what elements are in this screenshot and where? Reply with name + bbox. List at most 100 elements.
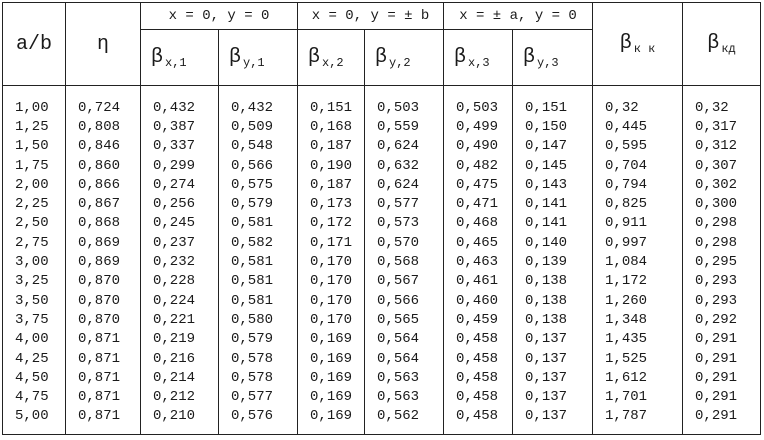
table-cell: 0,458 <box>443 348 514 369</box>
table-cell: 1,435 <box>592 329 684 349</box>
table-cell: 0,445 <box>592 117 684 137</box>
table-cell: 0,293 <box>682 271 762 291</box>
table-cell: 4,75 <box>2 387 66 407</box>
table-cell: 0,579 <box>217 329 299 349</box>
table-cell: 0,147 <box>512 136 594 156</box>
symbol: β <box>707 32 720 55</box>
table-cell: 0,465 <box>443 233 514 253</box>
table-cell: 0,219 <box>140 329 219 349</box>
table-cell: 0,137 <box>512 348 594 369</box>
column-header: β y,2 <box>364 29 445 86</box>
table-cell: 0,169 <box>297 348 366 369</box>
table-cell: 0,458 <box>443 406 514 435</box>
table-cell: 0,169 <box>297 387 366 407</box>
table-cell: 0,548 <box>217 136 299 156</box>
table-cell: 0,461 <box>443 271 514 291</box>
table-cell: 4,00 <box>2 329 66 349</box>
table-cell: 1,525 <box>592 348 684 369</box>
table-cell: 1,348 <box>592 310 684 330</box>
table-cell: 3,00 <box>2 252 66 272</box>
table-cell: 0,337 <box>140 136 219 156</box>
table-cell: 0,577 <box>217 387 299 407</box>
table-cell: 0,216 <box>140 348 219 369</box>
symbol: β <box>454 45 467 69</box>
group-header: x = 0, y = 0 <box>139 2 299 30</box>
table-cell: 0,300 <box>682 194 762 214</box>
table-cell: 0,141 <box>512 194 594 214</box>
table-cell: 0,291 <box>682 406 762 435</box>
table-row: 3,50 0,870 0,224 0,581 0,170 0,566 0,460 0,138 1… <box>2 290 762 311</box>
table-row: 1,75 0,860 0,299 0,566 0,190 0,632 0,482 0,145 0… <box>2 155 762 176</box>
table-cell: 0,565 <box>364 310 445 330</box>
table-cell: 2,25 <box>2 194 66 214</box>
table-cell: 0,299 <box>140 155 219 176</box>
table-cell: 0,562 <box>364 406 445 435</box>
table-cell: 0,471 <box>443 194 514 214</box>
table-cell: 0,581 <box>217 271 299 291</box>
table-cell: 1,00 <box>2 85 66 118</box>
table-cell: 0,573 <box>364 213 445 234</box>
table-cell: 0,632 <box>364 155 445 176</box>
symbol: β <box>229 45 242 69</box>
header-cell: η <box>65 2 141 86</box>
table-cell: 0,32 <box>592 85 684 118</box>
subscript: x,2 <box>322 55 344 70</box>
table-cell: 0,576 <box>217 406 299 435</box>
table-cell: 0,575 <box>217 175 299 195</box>
table-cell: 1,084 <box>592 252 684 272</box>
table-cell: 0,302 <box>682 175 762 195</box>
table-body: 1,00 0,724 0,432 0,432 0,151 0,503 0,503 0,151 0… <box>2 85 762 435</box>
table-cell: 0,808 <box>65 117 141 137</box>
table-cell: 0,870 <box>65 310 141 330</box>
table-cell: 0,582 <box>217 233 299 253</box>
table-cell: 4,50 <box>2 368 66 388</box>
table-cell: 0,187 <box>297 175 366 195</box>
table-cell: 0,291 <box>682 329 762 349</box>
table-cell: 0,139 <box>512 252 594 272</box>
table-cell: 0,237 <box>140 233 219 253</box>
table-cell: 0,291 <box>682 348 762 369</box>
symbol: β <box>619 32 632 55</box>
table-cell: 1,172 <box>592 271 684 291</box>
table-cell: 0,581 <box>217 213 299 234</box>
table-row: 4,75 0,871 0,212 0,577 0,169 0,563 0,458 0,137 1… <box>2 387 762 407</box>
group-header: x = 0, y = ± b <box>297 2 445 30</box>
table-row: 1,25 0,808 0,387 0,509 0,168 0,559 0,499 0,150 0… <box>2 117 762 137</box>
table-cell: 0,458 <box>443 387 514 407</box>
table-cell: 0,463 <box>443 252 514 272</box>
table-cell: 0,307 <box>682 155 762 176</box>
table-cell: 0,169 <box>297 368 366 388</box>
table-cell: 1,701 <box>592 387 684 407</box>
table-row: 2,50 0,868 0,245 0,581 0,172 0,573 0,468 0,141 0… <box>2 213 762 234</box>
table-cell: 0,580 <box>217 310 299 330</box>
table-cell: 0,228 <box>140 271 219 291</box>
table-cell: 0,482 <box>443 155 514 176</box>
table-row: 1,50 0,846 0,337 0,548 0,187 0,624 0,490 0,147 0… <box>2 136 762 156</box>
table-cell: 0,871 <box>65 348 141 369</box>
symbol: β <box>308 45 321 69</box>
subscript: кд <box>721 42 736 56</box>
table-cell: 1,260 <box>592 290 684 311</box>
column-header: β x,2 <box>297 29 366 86</box>
table-row: 4,50 0,871 0,214 0,578 0,169 0,563 0,458 0,137 1… <box>2 368 762 388</box>
table-cell: 0,212 <box>140 387 219 407</box>
table-cell: 0,846 <box>65 136 141 156</box>
table-row: 3,75 0,870 0,221 0,580 0,170 0,565 0,459 0,138 1… <box>2 310 762 330</box>
table-cell: 0,432 <box>140 85 219 118</box>
table-cell: 0,32 <box>682 85 762 118</box>
table-cell: 0,566 <box>217 155 299 176</box>
table-cell: 0,468 <box>443 213 514 234</box>
table-cell: 0,317 <box>682 117 762 137</box>
table-cell: 0,137 <box>512 368 594 388</box>
table-cell: 0,867 <box>65 194 141 214</box>
table-cell: 0,475 <box>443 175 514 195</box>
table-cell: 0,291 <box>682 368 762 388</box>
table-cell: 0,577 <box>364 194 445 214</box>
table-cell: 0,432 <box>217 85 299 118</box>
table-cell: 0,581 <box>217 252 299 272</box>
table-cell: 0,221 <box>140 310 219 330</box>
table-cell: 0,579 <box>217 194 299 214</box>
table-cell: 0,187 <box>297 136 366 156</box>
table-cell: 0,567 <box>364 271 445 291</box>
